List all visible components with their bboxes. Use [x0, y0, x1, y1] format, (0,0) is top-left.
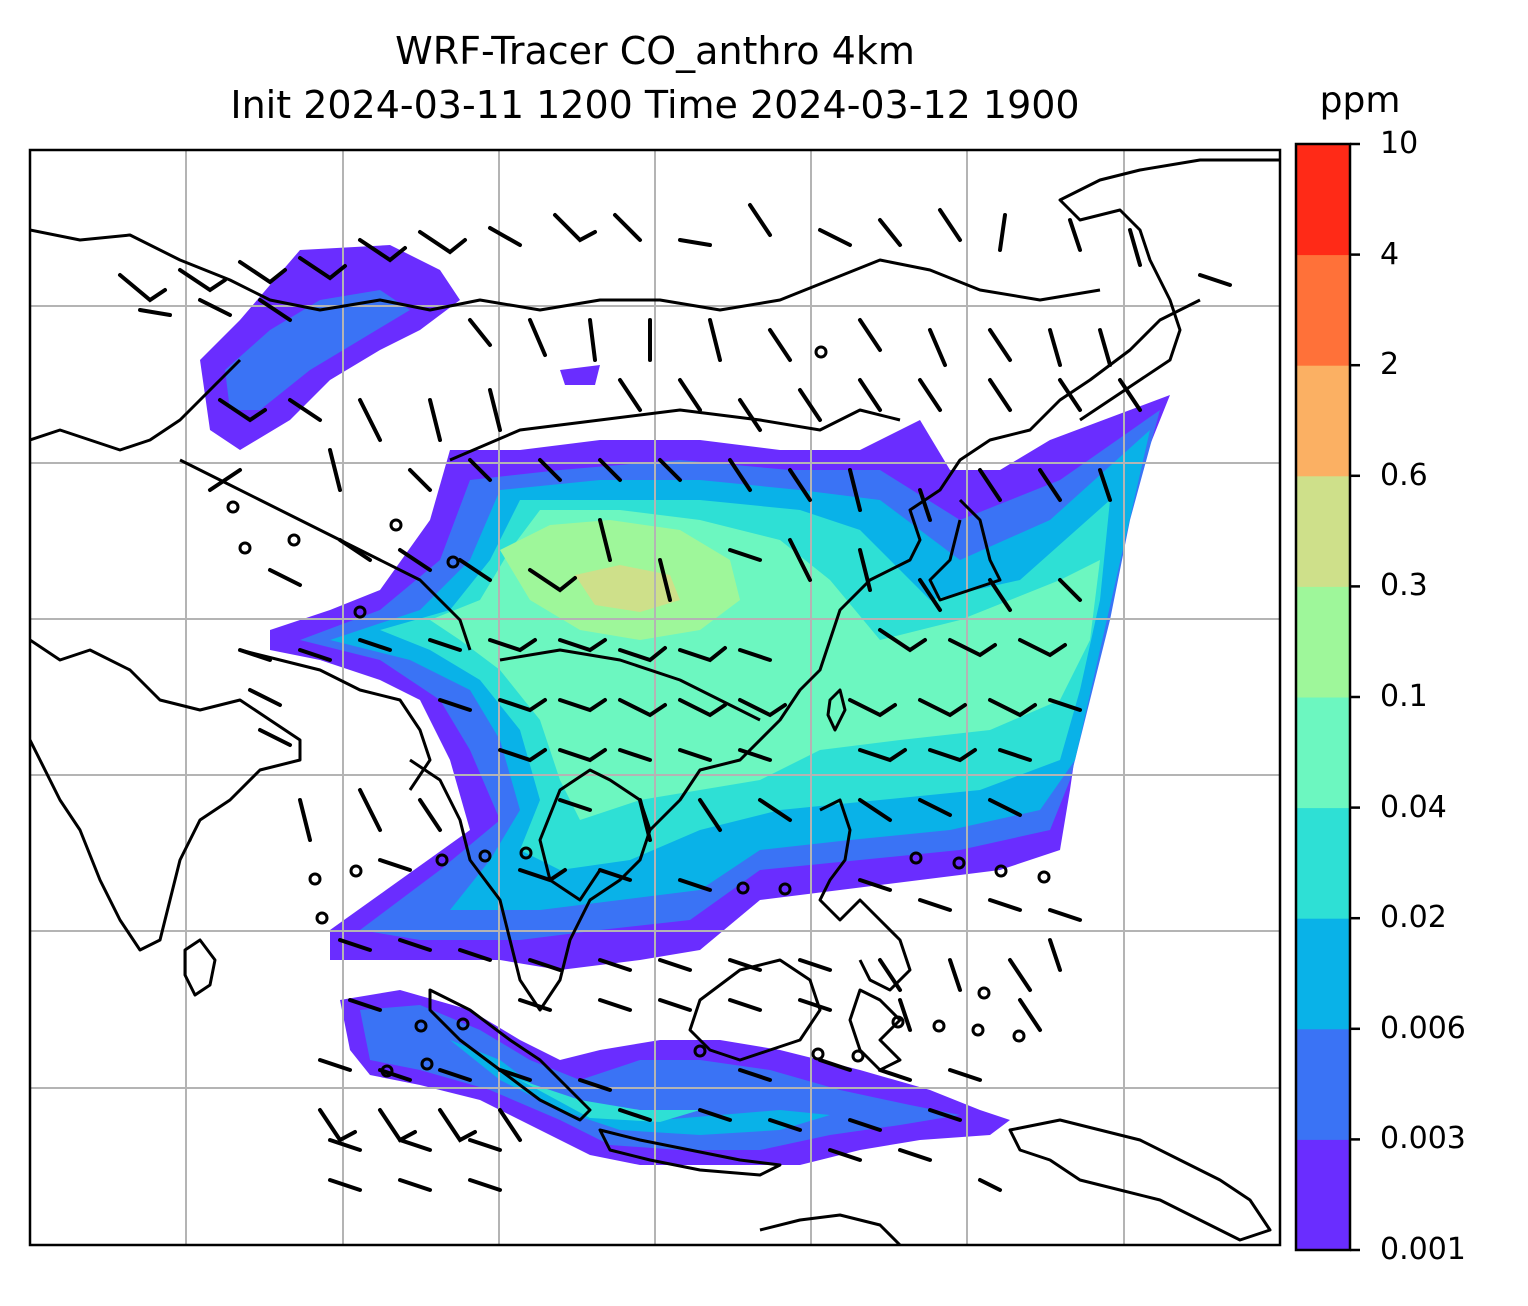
coast-newguinea [1008, 1118, 1272, 1242]
coast-korea-japan [928, 498, 1002, 602]
coast-australia [759, 1213, 902, 1245]
colorbar-tick-label: 0.6 [1380, 457, 1428, 493]
colorbar-tick-label: 0.001 [1380, 1232, 1466, 1267]
colorbar-unit: ppm [1319, 80, 1401, 121]
colorbar [1294, 142, 1360, 1252]
colorbar-segment [1296, 144, 1350, 256]
coast-sumatra [428, 988, 592, 1122]
plot-subtitle: Init 2024-03-11 1200 Time 2024-03-12 190… [230, 83, 1080, 127]
coast-borneo [688, 958, 822, 1062]
coast-taiwan [826, 688, 847, 732]
colorbar-segment [1296, 586, 1350, 698]
coast-java [598, 1128, 782, 1177]
coast-sulawesi [848, 988, 902, 1072]
colorbar-tick-label: 10 [1380, 126, 1419, 161]
wind-barbs [118, 203, 1232, 1192]
border-caspian [30, 358, 242, 452]
map-frame [28, 148, 1282, 1247]
gridlines [30, 150, 1280, 1245]
colorbar-segment [1296, 807, 1350, 919]
coast-china [648, 298, 1201, 832]
coast-srilanka [183, 938, 217, 997]
colorbar-segment [1296, 365, 1350, 477]
colorbar-tick-label: 0.1 [1380, 679, 1428, 714]
coastlines [30, 158, 1280, 1245]
colorbar-tick-label: 0.3 [1380, 568, 1428, 604]
colorbar-segment [1296, 918, 1350, 1030]
colorbar-segment [1296, 1139, 1350, 1251]
colorbar-tick-label: 0.003 [1380, 1121, 1466, 1157]
colorbar-tick-label: 0.04 [1380, 789, 1447, 825]
border-china-inner [499, 648, 761, 722]
colorbar-segment [1296, 254, 1350, 366]
colorbar-segment [1296, 475, 1350, 587]
coast-indochina [409, 758, 652, 1012]
colorbar-segment [1296, 697, 1350, 809]
plot-title: WRF-Tracer CO_anthro 4km [395, 29, 915, 73]
colorbar-tick-label: 0.006 [1380, 1010, 1466, 1046]
colorbar-tick-label: 0.02 [1380, 900, 1447, 936]
colorbar-tick-label: 2 [1380, 347, 1400, 383]
border-northasia [30, 228, 1101, 312]
coast-india [30, 638, 302, 952]
border-mongolia [449, 408, 901, 462]
calm-wind-markers [226, 345, 1051, 1078]
border-centralasia [179, 458, 472, 651]
tracer-field [200, 245, 1170, 1165]
colorbar-tick-label: 4 [1380, 236, 1400, 272]
border-himalaya [239, 648, 432, 791]
colorbar-segment [1296, 1028, 1350, 1140]
map-panel [30, 150, 1280, 1245]
coast-philippines [818, 798, 912, 992]
